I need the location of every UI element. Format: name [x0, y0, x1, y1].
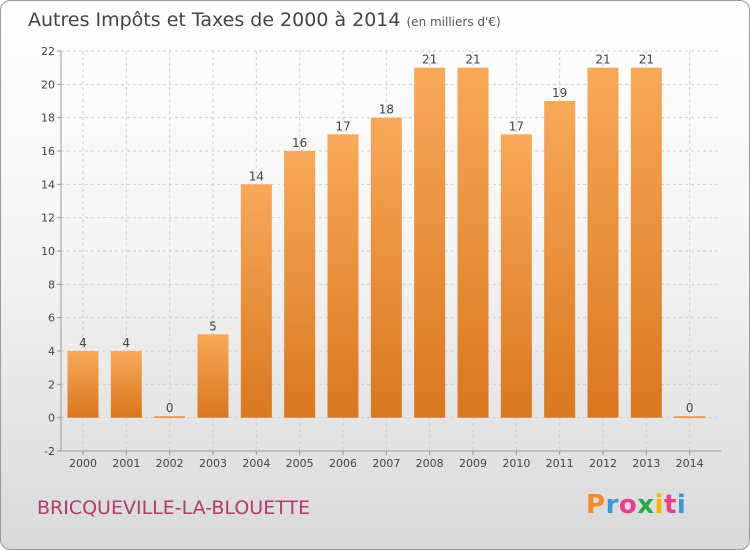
x-tick-label: 2003	[199, 457, 227, 470]
title-text: Autres Impôts et Taxes de 2000 à 2014	[28, 9, 401, 31]
x-tick-label: 2009	[459, 457, 487, 470]
y-tick-label: 14	[41, 178, 55, 191]
logo-letter: P	[586, 490, 606, 520]
bar	[500, 134, 532, 418]
logo-letter: t	[663, 490, 677, 520]
data-label: 17	[509, 119, 524, 133]
data-label: 17	[335, 119, 350, 133]
x-tick-label: 2008	[416, 457, 444, 470]
bar	[414, 67, 446, 418]
data-label: 14	[249, 169, 264, 183]
x-tick-label: 2001	[112, 457, 140, 470]
y-tick-label: -2	[44, 445, 55, 458]
axes: -2 0 2 4 6 8 10 12 14 16 18 20 22 2000 2001 2002 2003 200…	[41, 45, 721, 470]
x-tick-label: 2012	[589, 457, 617, 470]
bar	[544, 101, 576, 418]
x-tick-label: 2014	[676, 457, 704, 470]
data-label: 21	[639, 53, 654, 67]
bar	[67, 351, 99, 418]
y-tick-label: 16	[41, 145, 55, 158]
data-label: 19	[552, 86, 567, 100]
data-label: 16	[292, 136, 307, 150]
bar	[587, 67, 619, 418]
data-label: 21	[595, 53, 610, 67]
data-labels: 4 4 0 5 14 16 17 18 21 21 17 19 21 21 0	[79, 53, 694, 415]
bar	[110, 351, 142, 418]
y-tick-label: 12	[41, 212, 55, 225]
x-tick-label: 2002	[156, 457, 184, 470]
commune-name: BRICQUEVILLE-LA-BLOUETTE	[37, 497, 311, 519]
y-tick-label: 20	[41, 78, 55, 91]
data-label: 5	[209, 319, 217, 333]
logo-letter: r	[605, 490, 619, 520]
y-tick-label: 10	[41, 245, 55, 258]
data-label: 0	[686, 401, 694, 415]
bar	[370, 117, 402, 418]
x-tick-label: 2004	[242, 457, 270, 470]
bar	[327, 134, 359, 418]
y-tick-label: 8	[48, 278, 55, 291]
bars	[67, 67, 706, 418]
proxiti-logo[interactable]: Proxiti	[586, 490, 686, 520]
bar	[457, 67, 489, 418]
unit-label: (en milliers d'€)	[406, 15, 501, 29]
y-tick-label: 2	[48, 378, 55, 391]
x-tick-label: 2000	[69, 457, 97, 470]
data-label: 4	[123, 336, 131, 350]
logo-letter: i	[654, 490, 664, 520]
x-tick-label: 2006	[329, 457, 357, 470]
x-tick-label: 2005	[286, 457, 314, 470]
data-label: 4	[79, 336, 87, 350]
bar	[197, 334, 229, 418]
data-label: 18	[379, 103, 394, 117]
logo-letter: o	[618, 490, 638, 520]
y-tick-label: 4	[48, 345, 55, 358]
bar	[630, 67, 662, 418]
bar	[284, 151, 316, 418]
y-tick-label: 0	[48, 412, 55, 425]
bar	[674, 416, 706, 418]
x-tick-label: 2010	[502, 457, 530, 470]
bar	[240, 184, 272, 418]
data-label: 21	[422, 53, 437, 67]
chart-title: Autres Impôts et Taxes de 2000 à 2014 (en…	[28, 9, 501, 31]
x-tick-label: 2007	[372, 457, 400, 470]
x-tick-label: 2011	[546, 457, 574, 470]
y-tick-label: 22	[41, 45, 55, 58]
data-label: 21	[465, 53, 480, 67]
y-tick-label: 6	[48, 312, 55, 325]
data-label: 0	[166, 401, 174, 415]
x-tick-label: 2013	[632, 457, 660, 470]
bar	[154, 416, 186, 418]
logo-letter: i	[676, 490, 687, 520]
y-tick-label: 18	[41, 112, 55, 125]
logo-letter: x	[637, 490, 655, 520]
